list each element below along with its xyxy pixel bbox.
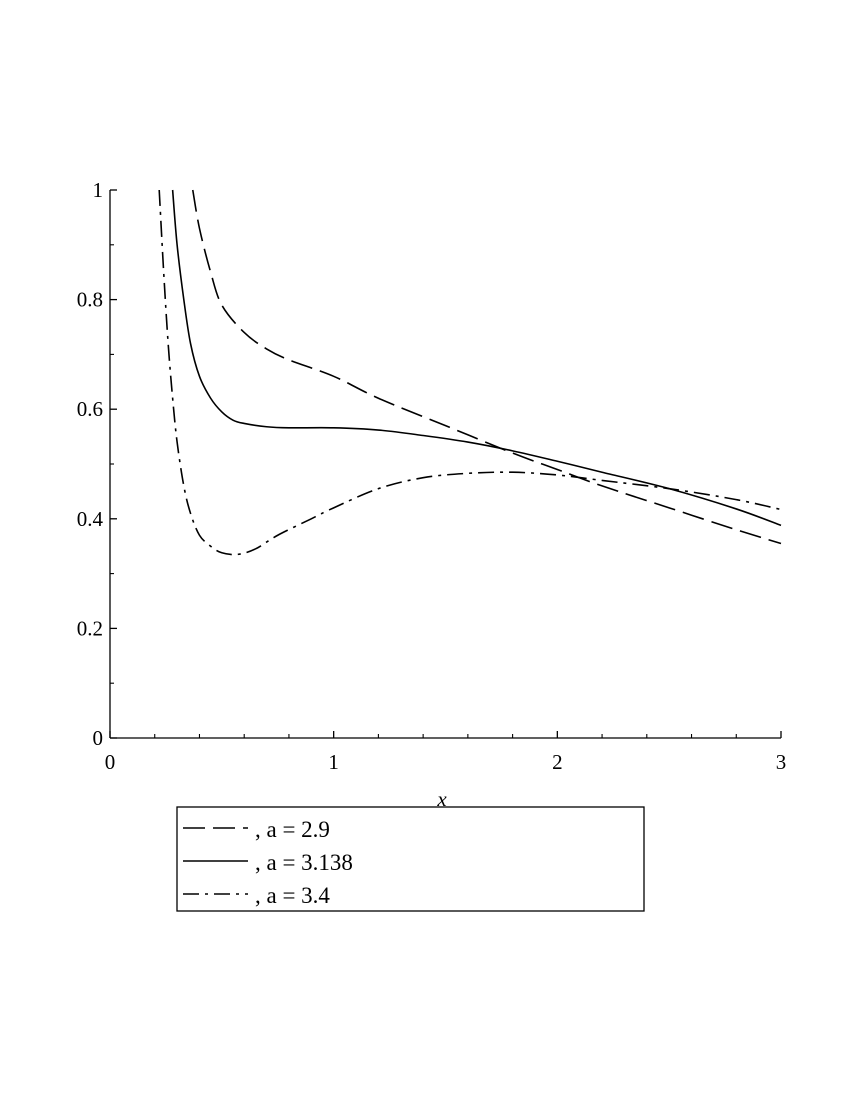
tick-labels: 0 1 2 3 0 0.2 0.4 0.6 0.8 1 bbox=[77, 178, 787, 774]
y-tick-label: 0.4 bbox=[77, 507, 104, 531]
ticks bbox=[109, 189, 782, 739]
legend-label-1: , a = 2.9 bbox=[255, 817, 330, 842]
y-tick-label: 1 bbox=[93, 178, 104, 202]
y-tick-label: 0.8 bbox=[77, 288, 103, 312]
series-line-3 bbox=[158, 189, 782, 556]
legend-label-2: , a = 3.138 bbox=[255, 850, 353, 875]
series-line-1 bbox=[191, 189, 782, 545]
legend: , a = 2.9 , a = 3.138 , a = 3.4 bbox=[176, 806, 645, 912]
x-tick-label: 3 bbox=[776, 750, 787, 774]
x-tick-label: 1 bbox=[328, 750, 339, 774]
legend-box bbox=[176, 806, 645, 912]
series-line-2 bbox=[171, 189, 782, 527]
x-axis-title: x bbox=[436, 787, 447, 811]
y-tick-label: 0 bbox=[93, 726, 104, 750]
y-tick-label: 0.2 bbox=[77, 616, 103, 640]
legend-label-3: , a = 3.4 bbox=[255, 883, 330, 908]
x-tick-label: 0 bbox=[105, 750, 116, 774]
y-tick-label: 0.6 bbox=[77, 397, 103, 421]
x-tick-label: 2 bbox=[552, 750, 563, 774]
series-layer bbox=[158, 189, 782, 556]
axes bbox=[109, 190, 781, 739]
